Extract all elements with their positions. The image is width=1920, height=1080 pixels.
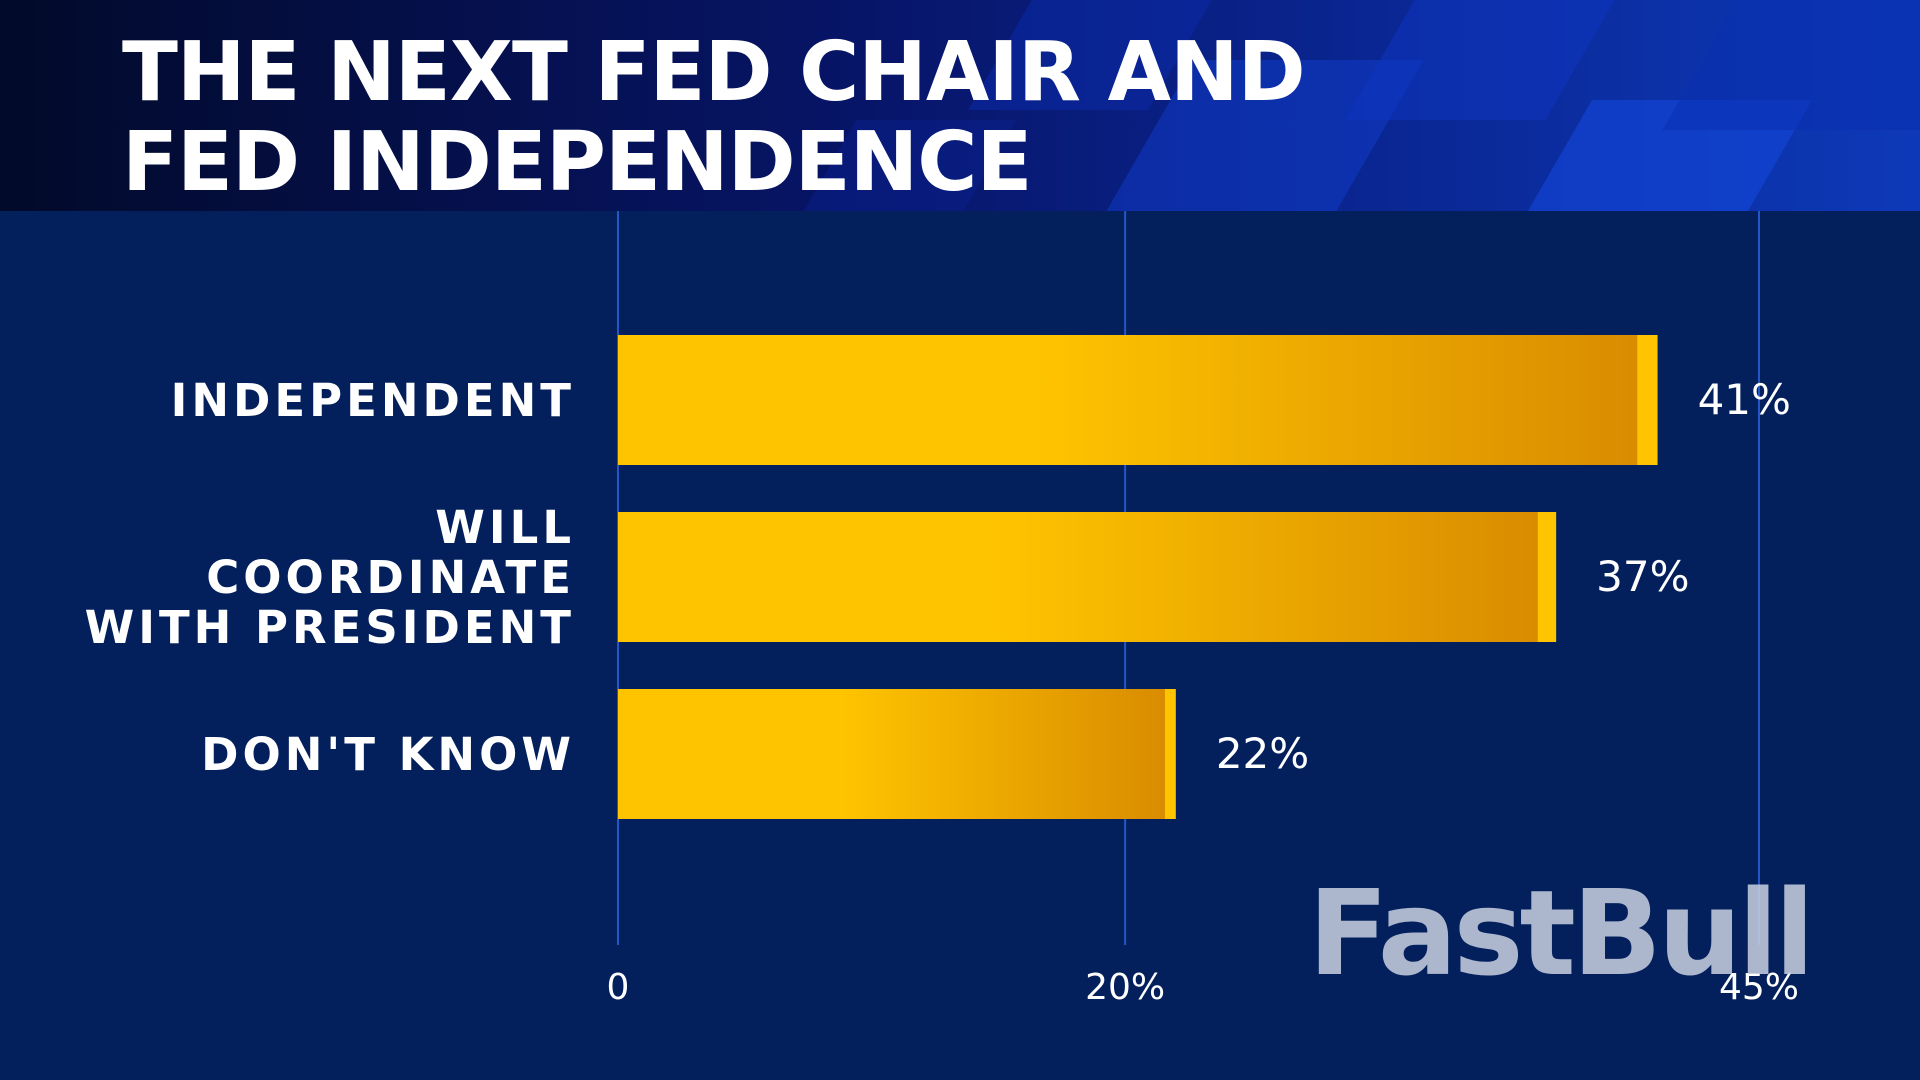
category-label-line: WITH PRESIDENT <box>85 601 575 654</box>
header-banner: THE NEXT FED CHAIR AND FED INDEPENDENCE <box>0 0 1920 211</box>
category-label-line: WILL <box>435 501 575 554</box>
x-tick-label: 20% <box>1085 967 1165 1008</box>
category-label: WILL COORDINATE WITH PRESIDENT <box>85 501 575 654</box>
category-label: INDEPENDENT <box>171 374 575 427</box>
category-label-line: INDEPENDENT <box>171 374 575 427</box>
category-label: DON'T KNOW <box>201 728 575 781</box>
category-label-line: COORDINATE <box>206 551 575 604</box>
bar <box>618 512 1557 642</box>
x-tick-label: 45% <box>1719 967 1799 1008</box>
page-title: THE NEXT FED CHAIR AND FED INDEPENDENCE <box>122 25 1306 210</box>
value-label: 41% <box>1698 375 1791 424</box>
fastbull-watermark: FastBull <box>1308 864 1815 1002</box>
bar <box>618 335 1658 465</box>
category-label-line: DON'T KNOW <box>201 728 575 781</box>
value-label: 22% <box>1216 729 1309 778</box>
value-label: 37% <box>1596 552 1689 601</box>
x-tick-label: 0 <box>607 967 630 1008</box>
bar <box>618 689 1176 819</box>
